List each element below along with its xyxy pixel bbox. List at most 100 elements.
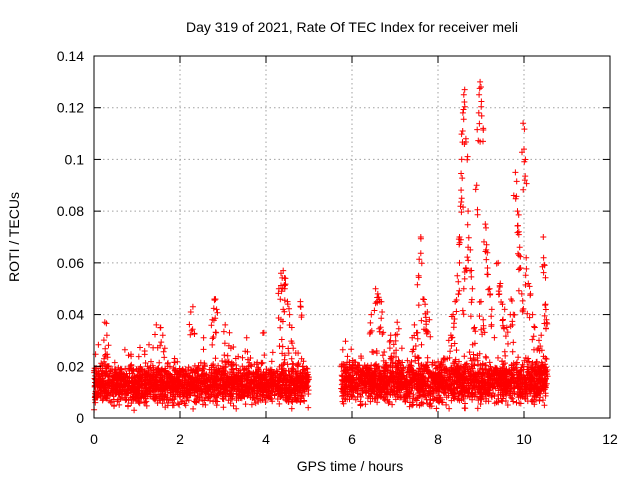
data-point <box>210 305 217 312</box>
data-point <box>458 156 465 163</box>
data-point <box>252 400 259 407</box>
data-point <box>105 342 112 349</box>
data-point <box>201 363 208 370</box>
data-point <box>131 380 138 387</box>
data-point <box>102 352 108 359</box>
data-point <box>440 374 447 381</box>
data-point <box>510 376 517 383</box>
data-point <box>111 359 118 366</box>
data-point <box>543 364 550 371</box>
data-point <box>521 394 528 401</box>
data-point <box>293 398 300 404</box>
data-point <box>417 371 424 378</box>
data-point <box>515 250 521 257</box>
data-point <box>523 390 530 397</box>
data-point <box>449 376 456 383</box>
data-point <box>399 378 406 385</box>
data-point <box>225 359 232 366</box>
data-point <box>269 349 276 356</box>
data-point <box>460 91 467 98</box>
y-tick-label: 0.12 <box>57 100 84 116</box>
data-point <box>523 265 530 272</box>
data-point <box>396 384 403 391</box>
data-point <box>534 364 540 371</box>
data-point <box>458 187 465 194</box>
y-tick-label: 0 <box>76 410 84 426</box>
data-point <box>190 405 197 412</box>
data-point <box>498 367 505 374</box>
data-point <box>199 401 206 408</box>
data-point <box>376 380 383 387</box>
data-point <box>204 383 211 390</box>
data-point <box>471 362 478 369</box>
data-point <box>187 387 194 394</box>
data-point <box>290 375 296 381</box>
data-point <box>403 386 410 393</box>
data-point <box>214 368 221 374</box>
data-point <box>516 400 523 407</box>
data-point <box>534 387 541 394</box>
data-point <box>516 244 523 251</box>
data-point <box>431 385 438 392</box>
data-point <box>389 389 396 396</box>
data-point <box>104 395 111 402</box>
data-point <box>461 275 468 282</box>
y-tick-label: 0.04 <box>57 307 84 323</box>
data-point <box>382 361 389 368</box>
data-point <box>420 400 427 407</box>
data-point <box>264 386 270 393</box>
data-point <box>386 398 393 405</box>
data-point <box>540 269 547 276</box>
data-point <box>383 373 390 380</box>
data-point <box>160 367 167 374</box>
data-point <box>109 379 116 386</box>
data-point <box>279 370 286 377</box>
data-point <box>410 346 417 353</box>
data-point <box>531 346 537 353</box>
data-point <box>509 321 516 328</box>
data-point <box>135 392 142 399</box>
data-point <box>387 367 394 374</box>
data-point <box>268 383 275 389</box>
data-point <box>381 370 388 376</box>
data-point <box>459 109 466 116</box>
data-point <box>437 373 444 379</box>
data-point <box>188 327 195 334</box>
data-point <box>164 380 170 387</box>
data-point <box>259 359 266 366</box>
data-point <box>165 370 172 377</box>
data-point <box>218 384 225 391</box>
data-point <box>515 266 522 273</box>
data-point <box>460 285 467 292</box>
data-point <box>278 316 284 323</box>
data-point <box>521 126 528 133</box>
data-point <box>410 367 417 373</box>
data-point <box>212 397 219 404</box>
data-point <box>418 380 424 387</box>
data-point <box>270 378 277 384</box>
data-point <box>504 329 511 336</box>
data-point <box>528 398 535 404</box>
data-point <box>456 259 463 266</box>
data-point <box>274 384 281 391</box>
data-point <box>242 348 249 355</box>
data-point <box>181 382 188 389</box>
data-point <box>453 347 460 354</box>
data-point <box>136 398 143 405</box>
data-point <box>386 379 393 386</box>
data-point <box>256 393 263 400</box>
data-point <box>443 401 450 408</box>
data-point <box>529 371 536 378</box>
data-point <box>248 401 255 408</box>
data-point <box>213 306 220 313</box>
data-point <box>543 356 550 362</box>
data-point <box>512 195 519 202</box>
data-point <box>91 375 98 382</box>
data-point <box>496 284 503 290</box>
data-point <box>453 297 460 303</box>
data-point <box>447 373 454 380</box>
data-point <box>263 369 270 376</box>
data-point <box>462 405 469 412</box>
data-point <box>446 354 453 361</box>
data-point <box>268 358 275 365</box>
